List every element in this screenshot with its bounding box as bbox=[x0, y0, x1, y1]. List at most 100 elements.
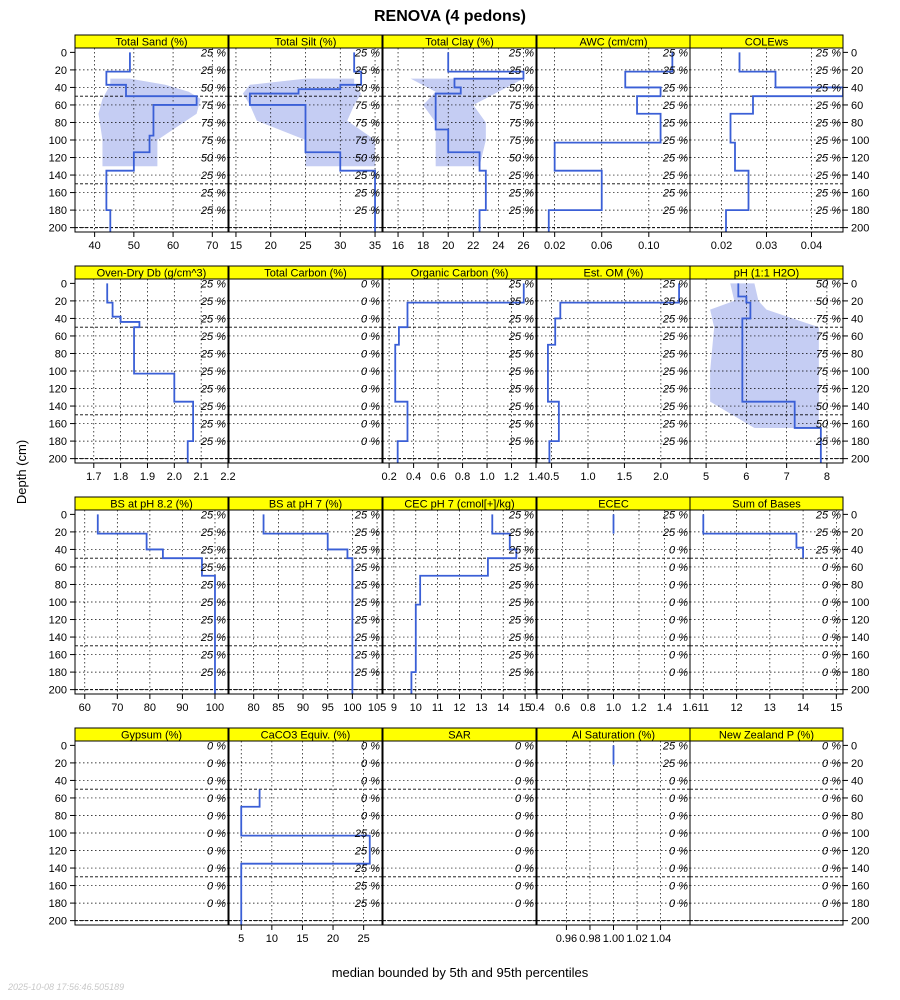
panel-plot-area bbox=[229, 48, 382, 232]
x-tick-label: 1.00 bbox=[603, 933, 624, 945]
x-tick-label: 12 bbox=[453, 702, 465, 714]
x-tick-label: 0.04 bbox=[801, 240, 822, 252]
percentile-band bbox=[98, 78, 201, 167]
percent-label: 25 % bbox=[354, 615, 380, 627]
percent-label: 25 % bbox=[508, 579, 534, 591]
median-line bbox=[248, 52, 376, 232]
panel-title: ECEC bbox=[598, 499, 629, 511]
panel: Gypsum (%) 0 % 0 % 0 % 0 % 0 % 0 % 0 % 0 % 0 % 0 %… bbox=[49, 727, 229, 928]
percent-label: 25 % bbox=[815, 135, 841, 147]
percent-label: 25 % bbox=[815, 117, 841, 129]
percent-label: 0 % bbox=[822, 758, 841, 770]
y-tick-label: 140 bbox=[851, 863, 869, 875]
panel-plot-area bbox=[383, 510, 536, 694]
x-tick-label: 15 bbox=[519, 702, 531, 714]
percent-label: 0 % bbox=[822, 650, 841, 662]
percent-label: 75 % bbox=[355, 135, 380, 147]
y-tick-label: 100 bbox=[49, 366, 67, 378]
panel-title: New Zealand P (%) bbox=[719, 730, 814, 742]
percent-label: 25 % bbox=[508, 527, 534, 539]
y-tick-label: 80 bbox=[55, 810, 67, 822]
percent-label: 0 % bbox=[515, 846, 534, 858]
percent-label: 25 % bbox=[508, 632, 534, 644]
percent-label: 25 % bbox=[200, 401, 226, 413]
percent-label: 0 % bbox=[669, 667, 688, 679]
percent-label: 50 % bbox=[816, 401, 841, 413]
panel-frame bbox=[228, 740, 383, 926]
y-tick-label: 0 bbox=[61, 47, 67, 59]
percent-label: 0 % bbox=[207, 810, 226, 822]
y-tick-label: 100 bbox=[851, 135, 869, 147]
x-tick-label: 2.2 bbox=[220, 471, 235, 483]
percent-label: 0 % bbox=[361, 758, 380, 770]
percent-label: 50 % bbox=[355, 153, 380, 165]
percent-label: 0 % bbox=[361, 419, 380, 431]
percent-label: 25 % bbox=[354, 863, 380, 875]
x-tick-label: 24 bbox=[492, 240, 504, 252]
panel-title: Sum of Bases bbox=[732, 499, 801, 511]
x-tick-label: 15 bbox=[296, 933, 308, 945]
percent-label: 25 % bbox=[508, 348, 534, 360]
percent-label: 25 % bbox=[354, 544, 380, 556]
panel-title: Oven-Dry Db (g/cm^3) bbox=[97, 268, 207, 280]
y-tick-label: 160 bbox=[49, 419, 67, 431]
percent-label: 0 % bbox=[361, 348, 380, 360]
y-tick-label: 180 bbox=[49, 436, 67, 448]
y-tick-label: 60 bbox=[55, 793, 67, 805]
y-tick-label: 80 bbox=[55, 117, 67, 129]
x-tick-label: 1.5 bbox=[617, 471, 632, 483]
panel: AWC (cm/cm) 25 % 25 % 25 % 25 % 25 % 25 % 25 % 2… bbox=[536, 34, 691, 252]
percent-label: 0 % bbox=[515, 881, 534, 893]
panel-plot-area bbox=[537, 510, 690, 694]
y-tick-label: 120 bbox=[851, 384, 869, 396]
panel-title: Organic Carbon (%) bbox=[411, 268, 509, 280]
panel-title: Total Sand (%) bbox=[115, 37, 187, 49]
percent-label: 50 % bbox=[816, 278, 841, 290]
y-tick-label: 20 bbox=[55, 758, 67, 770]
percent-label: 0 % bbox=[361, 331, 380, 343]
y-tick-label: 160 bbox=[851, 881, 869, 893]
y-tick-label: 100 bbox=[49, 135, 67, 147]
percent-label: 25 % bbox=[662, 100, 688, 112]
percent-label: 25 % bbox=[662, 82, 688, 94]
x-tick-label: 90 bbox=[176, 702, 188, 714]
y-tick-label: 60 bbox=[851, 562, 863, 574]
percent-label: 25 % bbox=[200, 366, 226, 378]
y-tick-label: 200 bbox=[851, 223, 869, 235]
percent-label: 25 % bbox=[508, 650, 534, 662]
y-tick-label: 160 bbox=[851, 188, 869, 200]
percent-label: 0 % bbox=[669, 579, 688, 591]
x-tick-label: 26 bbox=[517, 240, 529, 252]
percent-label: 25 % bbox=[200, 313, 226, 325]
percent-label: 0 % bbox=[822, 632, 841, 644]
percent-label: 0 % bbox=[207, 828, 226, 840]
percent-label: 50 % bbox=[509, 153, 534, 165]
panel-plot-area bbox=[229, 741, 382, 925]
y-tick-label: 120 bbox=[851, 615, 869, 627]
y-tick-label: 140 bbox=[49, 170, 67, 182]
percent-label: 25 % bbox=[354, 562, 380, 574]
percent-label: 0 % bbox=[822, 562, 841, 574]
percent-label: 25 % bbox=[815, 153, 841, 165]
y-tick-label: 20 bbox=[55, 296, 67, 308]
x-tick-label: 14 bbox=[497, 702, 509, 714]
panel-plot-area bbox=[690, 48, 843, 232]
y-tick-label: 80 bbox=[55, 579, 67, 591]
panel-title: SAR bbox=[448, 730, 471, 742]
percent-label: 25 % bbox=[662, 135, 688, 147]
percent-label: 25 % bbox=[815, 82, 841, 94]
y-tick-label: 80 bbox=[851, 810, 863, 822]
x-tick-label: 0.03 bbox=[756, 240, 777, 252]
panel: SAR 0 % 0 % 0 % 0 % 0 % 0 % 0 % 0 % 0 % 0 % bbox=[382, 727, 537, 926]
y-tick-label: 180 bbox=[851, 205, 869, 217]
y-tick-label: 200 bbox=[49, 685, 67, 697]
panel-title: Total Silt (%) bbox=[275, 37, 337, 49]
panel-plot-area bbox=[383, 762, 536, 922]
percent-label: 25 % bbox=[354, 667, 380, 679]
percent-label: 25 % bbox=[662, 205, 688, 217]
percent-label: 25 % bbox=[662, 47, 688, 59]
x-tick-label: 22 bbox=[467, 240, 479, 252]
percent-label: 0 % bbox=[822, 615, 841, 627]
percent-label: 0 % bbox=[515, 758, 534, 770]
percent-label: 25 % bbox=[354, 828, 380, 840]
